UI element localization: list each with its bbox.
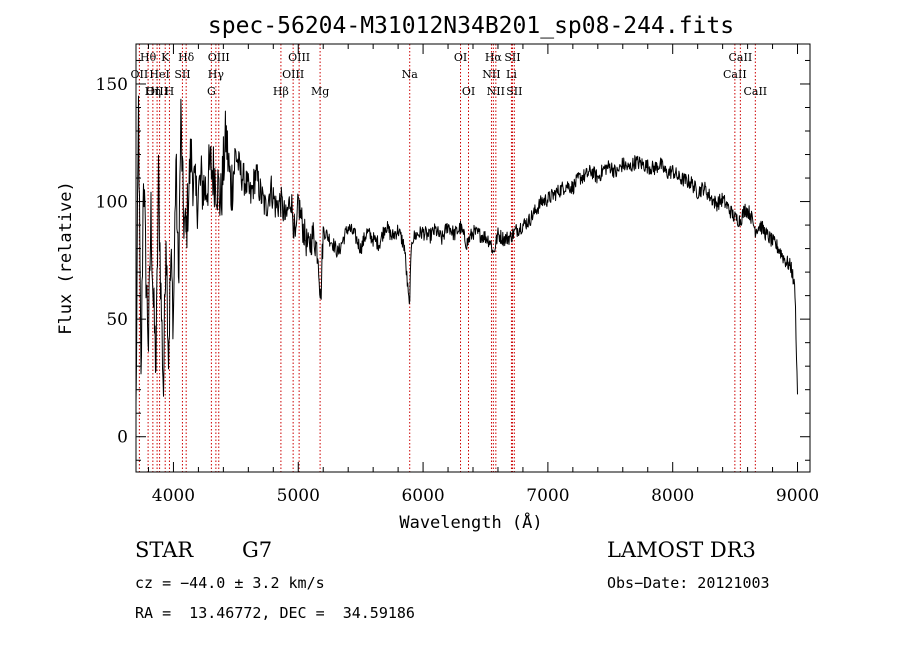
line-marker-label: H <box>165 85 175 98</box>
spectral-line-labels: OIIHθHηOIIIHeIKHSIIHδGHγOIIIHβOIIIOIIIMg… <box>131 51 768 98</box>
line-marker-label: OII <box>131 68 149 81</box>
line-marker-label: Li <box>506 68 517 81</box>
survey-name: LAMOST DR3 <box>607 538 756 562</box>
line-marker-label: NII <box>487 85 505 98</box>
line-marker-label: NII <box>482 68 500 81</box>
line-marker-label: OIII <box>208 51 230 64</box>
y-tick-label: 0 <box>117 428 128 448</box>
line-marker-label: CaII <box>729 51 753 64</box>
y-axis-label: Flux (relative) <box>56 181 76 335</box>
line-marker-label: Hδ <box>178 51 195 64</box>
chart-title: spec-56204-M31012N34B201_sp08-244.fits <box>208 13 734 39</box>
line-marker-label: Hβ <box>273 85 289 98</box>
coordinates: RA = 13.46772, DEC = 34.59186 <box>135 604 415 622</box>
x-tick-label: 8000 <box>651 486 694 506</box>
object-class: STAR <box>135 538 194 562</box>
x-tick-label: 6000 <box>401 486 444 506</box>
plot-frame <box>135 43 811 473</box>
y-axis-ticks: 0 50 100 150 <box>96 59 810 461</box>
line-marker-label: K <box>161 51 170 64</box>
line-marker-label: OIII <box>282 68 304 81</box>
line-marker-label: Mg <box>311 85 329 98</box>
x-axis-ticks: 4000 5000 6000 7000 8000 9000 <box>147 44 819 506</box>
line-marker-label: Hγ <box>208 68 225 81</box>
line-marker-label: OIII <box>288 51 310 64</box>
line-marker-label: SII <box>504 51 520 64</box>
object-subclass: G7 <box>242 538 273 562</box>
y-tick-label: 100 <box>96 193 128 213</box>
line-marker-label: CaII <box>743 85 767 98</box>
line-marker-label: Na <box>402 68 419 81</box>
line-marker-label: OI <box>462 85 475 98</box>
line-marker-label: OI <box>454 51 467 64</box>
y-tick-label: 150 <box>96 75 128 95</box>
x-tick-label: 7000 <box>526 486 569 506</box>
spectral-line-markers <box>138 44 756 472</box>
y-tick-label: 50 <box>106 310 128 330</box>
flux-line <box>135 95 798 404</box>
observation-date: Obs−Date: 20121003 <box>607 574 770 592</box>
redshift-velocity: cz = −44.0 ± 3.2 km/s <box>135 574 325 592</box>
line-marker-label: G <box>207 85 216 98</box>
x-tick-label: 9000 <box>776 486 819 506</box>
x-tick-label: 5000 <box>277 486 320 506</box>
line-marker-label: SII <box>506 85 522 98</box>
line-marker-label: Hη <box>145 85 161 98</box>
x-axis-label: Wavelength (Å) <box>399 511 542 533</box>
x-tick-label: 4000 <box>152 486 195 506</box>
line-marker-label: HeI <box>149 68 169 81</box>
line-marker-label: OIII <box>146 85 168 98</box>
line-marker-label: Hθ <box>140 51 157 64</box>
line-marker-label: SII <box>174 68 190 81</box>
line-marker-label: Hα <box>485 51 503 64</box>
line-marker-label: CaII <box>723 68 747 81</box>
flux-series <box>135 95 798 404</box>
